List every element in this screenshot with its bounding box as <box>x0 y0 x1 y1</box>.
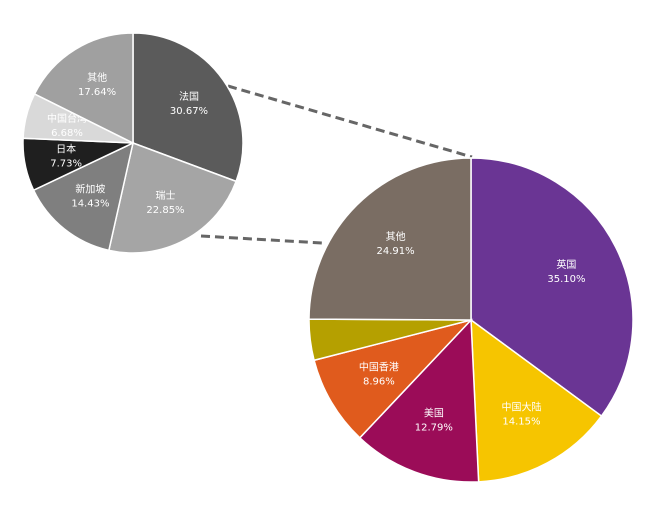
pie-slice <box>107 141 238 254</box>
slice-label: 美国 <box>424 406 444 419</box>
connector-line <box>227 84 473 159</box>
slice-label: 其他 <box>386 230 406 243</box>
slice-value-label: 7.73% <box>50 159 82 170</box>
pie-slice <box>132 32 244 183</box>
slice-value-label: 14.43% <box>71 198 109 209</box>
pie-slice <box>470 318 603 483</box>
slice-value-label: 24.91% <box>377 246 415 257</box>
pie-slice <box>33 32 134 145</box>
slice-value-label: 12.79% <box>415 422 453 433</box>
slice-value-label: 6.68% <box>51 128 83 139</box>
slice-value-label: 17.64% <box>78 87 116 98</box>
slice-label: 中国大陆 <box>501 400 541 413</box>
connector-line <box>200 234 323 245</box>
pie-slice <box>308 157 472 321</box>
slice-label: 新加坡 <box>75 182 105 195</box>
slice-label: 日本 <box>56 143 76 156</box>
slice-label: 其他 <box>87 71 107 84</box>
pie-slice <box>358 318 480 483</box>
slice-value-label: 22.85% <box>146 205 184 216</box>
slice-value-label: 35.10% <box>547 274 585 285</box>
pie-slice <box>313 318 474 439</box>
slice-label: 英国 <box>556 258 576 271</box>
slice-label: 法国 <box>179 90 199 103</box>
pie-slice <box>32 141 135 252</box>
slice-label: 瑞士 <box>155 189 175 202</box>
slice-value-label: 30.67% <box>170 106 208 117</box>
pie-slice <box>470 157 634 418</box>
slice-value-label: 14.15% <box>502 416 540 427</box>
slice-value-label: 8.96% <box>363 376 395 387</box>
slice-label: 中国香港 <box>359 360 399 373</box>
